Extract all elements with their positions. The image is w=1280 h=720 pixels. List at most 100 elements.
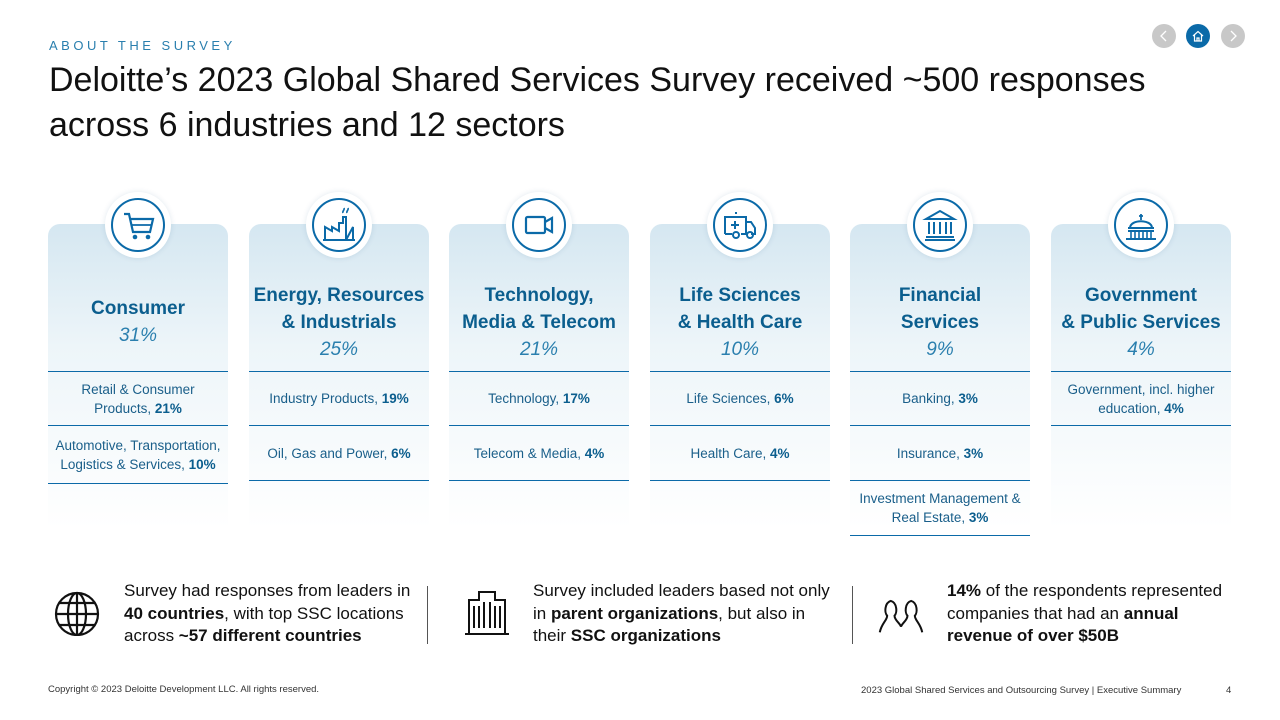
sector-label: Technology, — [488, 391, 563, 406]
document-title: 2023 Global Shared Services and Outsourc… — [861, 685, 1182, 696]
sector-item: Insurance, 3% — [850, 426, 1030, 481]
industry-card: Life Sciences & Health Care 10% Life Scien… — [650, 192, 830, 534]
industry-icon-badge — [707, 192, 773, 258]
sector-list: Retail & Consumer Products, 21% Automotiv… — [48, 371, 228, 484]
industry-heading: Consumer 31% — [48, 274, 228, 370]
sector-text: Automotive, Transportation, Logistics & … — [52, 436, 224, 474]
fact-text: Survey included leaders based not only i… — [533, 580, 833, 648]
sector-label: Insurance, — [896, 445, 964, 461]
home-icon — [1192, 30, 1204, 42]
sector-text: Life Sciences, 6% — [686, 389, 793, 408]
card-background — [249, 224, 429, 529]
page-title: Deloitte’s 2023 Global Shared Services S… — [49, 61, 1146, 144]
prev-slide-button[interactable] — [1152, 24, 1176, 48]
sector-list: Life Sciences, 6% Health Care, 4% — [650, 371, 830, 481]
shopping-cart-icon — [111, 198, 165, 252]
sector-list: Government, incl. higher education, 4% — [1051, 371, 1231, 426]
sector-percentage: 19% — [381, 391, 409, 406]
sector-percentage: 17% — [562, 391, 590, 406]
industry-icon-badge — [306, 192, 372, 258]
next-slide-button[interactable] — [1221, 24, 1245, 48]
industry-percentage: 9% — [926, 338, 954, 360]
bank-icon — [913, 198, 967, 252]
sector-item: Retail & Consumer Products, 21% — [48, 372, 228, 426]
industry-icon-badge — [506, 192, 572, 258]
factory-icon — [312, 198, 366, 252]
people-icon — [878, 599, 924, 633]
sector-label: Retail & Consumer Products, — [81, 381, 195, 416]
sector-text: Health Care, 4% — [690, 444, 789, 463]
sector-percentage: 6% — [391, 445, 411, 461]
fact-highlight: annual revenue of over $50B — [947, 603, 1179, 646]
sector-list: Technology, 17% Telecom & Media, 4% — [449, 371, 629, 481]
chevron-left-icon — [1160, 30, 1167, 42]
sector-label: Automotive, Transportation, Logistics & … — [55, 437, 221, 472]
industry-percentage: 4% — [1127, 338, 1155, 360]
sector-percentage: 3% — [963, 445, 984, 461]
divider — [852, 586, 853, 644]
sector-label: Government, incl. higher education, — [1067, 381, 1215, 416]
card-background — [1051, 224, 1231, 529]
sector-item: Investment Management & Real Estate, 3% — [850, 481, 1030, 536]
sector-percentage: 4% — [770, 445, 790, 461]
sector-text: Investment Management & Real Estate, 3% — [854, 489, 1026, 527]
sector-item: Government, incl. higher education, 4% — [1051, 372, 1231, 426]
sector-label: Investment Management & Real Estate, — [859, 491, 1021, 525]
industry-heading: Government & Public Services 4% — [1051, 274, 1231, 370]
sector-percentage: 3% — [958, 391, 978, 406]
industry-heading: Financial Services 9% — [850, 274, 1030, 370]
sector-item: Technology, 17% — [449, 372, 629, 426]
fact-fragment: , with top SSC locations across — [124, 603, 404, 646]
industry-percentage: 21% — [519, 338, 559, 360]
copyright: Copyright © 2023 Deloitte Development LL… — [48, 684, 320, 695]
fact-highlight: parent organizations — [550, 603, 719, 623]
card-background — [850, 224, 1030, 529]
home-button[interactable] — [1186, 24, 1210, 48]
sector-text: Government, incl. higher education, 4% — [1055, 380, 1227, 418]
sector-text: Retail & Consumer Products, 21% — [52, 380, 224, 418]
card-background — [449, 224, 629, 529]
section-eyebrow: ABOUT THE SURVEY — [49, 38, 236, 53]
sector-percentage: 3% — [968, 510, 989, 525]
fact-fragment: of the respondents represented companies… — [947, 581, 1223, 623]
sector-item: Oil, Gas and Power, 6% — [249, 426, 429, 481]
sector-item: Banking, 3% — [850, 372, 1030, 426]
industry-percentage: 25% — [319, 338, 359, 360]
industry-name: Government & Public Services — [1061, 284, 1221, 333]
industry-heading: Energy, Resources & Industrials 25% — [249, 274, 429, 370]
fact-highlight: 40 countries — [124, 603, 225, 623]
fact-fragment: Survey included leaders based not only i… — [533, 581, 830, 623]
sector-item: Industry Products, 19% — [249, 372, 429, 426]
industry-card: Energy, Resources & Industrials 25% Indust… — [249, 192, 429, 534]
sector-percentage: 4% — [1164, 400, 1184, 416]
industry-card: Financial Services 9% Banking, 3% Insurance… — [850, 192, 1030, 536]
sector-item: Automotive, Transportation, Logistics & … — [48, 426, 228, 484]
industry-icon-badge — [907, 192, 973, 258]
industry-percentage: 31% — [118, 325, 158, 346]
industry-name: Energy, Resources & Industrials — [253, 284, 425, 333]
industry-name: Consumer — [91, 298, 185, 319]
ambulance-icon — [713, 198, 767, 252]
sector-percentage: 10% — [188, 456, 216, 472]
sector-item: Health Care, 4% — [650, 426, 830, 481]
industry-name: Technology, Media & Telecom — [462, 284, 616, 333]
industry-heading: Life Sciences & Health Care 10% — [650, 274, 830, 370]
industry-name: Financial Services — [898, 284, 982, 333]
chevron-right-icon — [1230, 30, 1237, 42]
industry-card: Technology, Media & Telecom 21% Technology… — [449, 192, 629, 534]
fact-fragment: , but also in their — [533, 603, 806, 646]
sector-label: Oil, Gas and Power, — [267, 445, 392, 461]
sector-list: Industry Products, 19% Oil, Gas and Power… — [249, 371, 429, 481]
fact-text: Survey had responses from leaders in 40 … — [124, 580, 424, 648]
sector-text: Telecom & Media, 4% — [474, 444, 605, 463]
globe-icon — [54, 591, 100, 636]
fact-fragment: Survey had responses from leaders in — [124, 581, 411, 600]
office-building-icon — [465, 591, 509, 635]
sector-label: Life Sciences, — [686, 391, 775, 406]
sector-list: Banking, 3% Insurance, 3% Investment Manag… — [850, 371, 1030, 536]
sector-item: Telecom & Media, 4% — [449, 426, 629, 481]
industry-card: Government & Public Services 4% Government… — [1051, 192, 1231, 534]
industry-percentage: 10% — [720, 338, 760, 360]
sector-text: Industry Products, 19% — [269, 389, 409, 408]
sector-percentage: 21% — [154, 400, 182, 416]
